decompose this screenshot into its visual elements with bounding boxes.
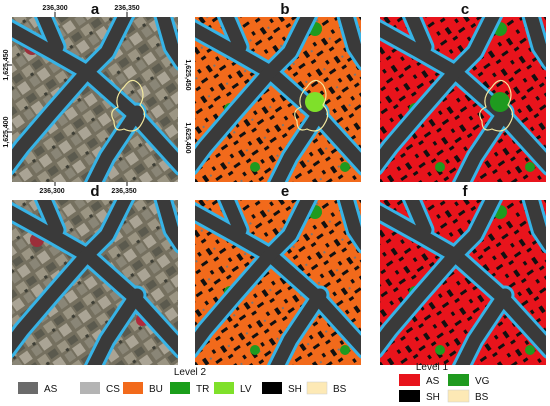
map-image — [380, 17, 546, 182]
panel-d — [12, 200, 178, 365]
panel-label: e — [281, 183, 289, 200]
panel-a — [12, 17, 178, 182]
legend-label: AS — [426, 376, 440, 387]
coordinate-label: 1,625,400 — [3, 116, 10, 147]
coordinate-label: 236,350 — [114, 5, 139, 12]
panel-f — [380, 200, 546, 365]
legend-label: CS — [106, 384, 120, 395]
legend-label: BU — [149, 384, 163, 395]
legend-label: SH — [426, 392, 440, 403]
panel-label: a — [91, 1, 100, 18]
legend-label: BS — [333, 384, 347, 395]
legend-swatch — [18, 382, 38, 394]
map-image — [195, 200, 361, 365]
legend-swatch — [448, 374, 469, 386]
legend-title: Level 2 — [174, 367, 207, 378]
legend-swatch — [214, 382, 234, 394]
legend-label: TR — [196, 384, 209, 395]
legend-label: LV — [240, 384, 252, 395]
legend-swatch — [262, 382, 282, 394]
legend-swatch — [170, 382, 190, 394]
legend-label: VG — [475, 376, 490, 387]
panel-label: b — [280, 1, 289, 18]
coordinate-label: 1,625,450 — [3, 49, 10, 80]
coordinate-label: 1,625,450 — [184, 59, 191, 90]
panel-label: d — [90, 183, 99, 200]
legend-swatch — [306, 381, 328, 395]
coordinate-label: 236,300 — [39, 188, 64, 195]
panel-label: c — [461, 1, 469, 18]
map-image — [380, 200, 546, 365]
coordinate-label: 236,300 — [42, 5, 67, 12]
panel-c — [380, 17, 546, 182]
legend-swatch — [447, 389, 470, 403]
legend-swatch — [399, 390, 420, 402]
coordinate-ticks — [8, 12, 128, 186]
coordinate-label: 1,625,400 — [184, 122, 191, 153]
legend-level-2: AS CS BU TR LV SH BS — [18, 381, 347, 395]
coordinate-label: 236,350 — [111, 188, 136, 195]
legend-label: SH — [288, 384, 302, 395]
legend-level-1: AS VG SH BS — [399, 374, 490, 403]
map-image — [12, 17, 178, 182]
panel-b — [195, 17, 361, 182]
legend-label: AS — [44, 384, 58, 395]
legend-title: Level 1 — [416, 362, 449, 373]
panel-e — [195, 200, 361, 365]
map-image — [195, 17, 361, 182]
map-image — [12, 200, 178, 365]
legend-swatch — [123, 382, 143, 394]
legend-swatch — [399, 374, 420, 386]
legend-swatch — [80, 382, 100, 394]
panel-label: f — [463, 183, 469, 200]
legend-label: BS — [475, 392, 489, 403]
